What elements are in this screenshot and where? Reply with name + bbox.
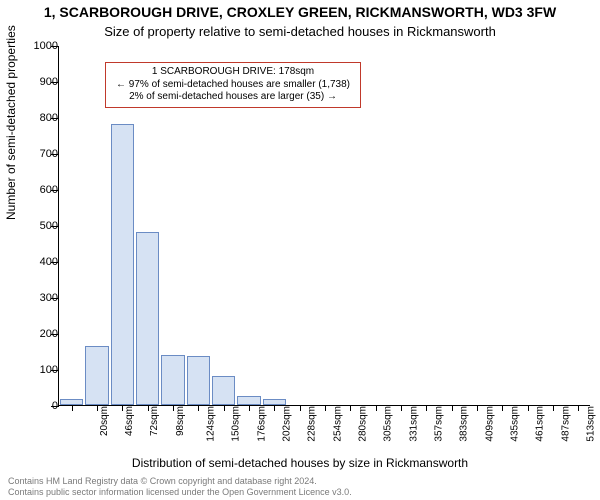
x-tick <box>376 405 377 411</box>
x-tick <box>148 405 149 411</box>
footer-line: Contains HM Land Registry data © Crown c… <box>8 476 352 487</box>
x-tick-label: 383sqm <box>459 406 470 442</box>
footer-attribution: Contains HM Land Registry data © Crown c… <box>8 476 352 498</box>
x-tick-label: 305sqm <box>383 406 394 442</box>
histogram-bar <box>187 356 210 405</box>
histogram-bar <box>111 124 134 405</box>
x-tick-label: 46sqm <box>124 406 135 436</box>
y-tick-label: 300 <box>8 292 58 304</box>
footer-line: Contains public sector information licen… <box>8 487 352 498</box>
y-tick-label: 500 <box>8 220 58 232</box>
x-tick-label: 72sqm <box>149 406 160 436</box>
x-tick-label: 228sqm <box>307 406 318 442</box>
x-tick <box>300 405 301 411</box>
x-tick <box>578 405 579 411</box>
x-tick-label: 176sqm <box>256 406 267 442</box>
x-tick <box>350 405 351 411</box>
x-tick-label: 331sqm <box>408 406 419 442</box>
x-tick <box>198 405 199 411</box>
histogram-bar <box>263 399 286 405</box>
histogram-bar <box>237 396 260 405</box>
x-tick-label: 435sqm <box>510 406 521 442</box>
chart-title-main: 1, SCARBOROUGH DRIVE, CROXLEY GREEN, RIC… <box>0 4 600 20</box>
y-tick-label: 0 <box>8 400 58 412</box>
y-tick-label: 700 <box>8 148 58 160</box>
x-tick <box>249 405 250 411</box>
x-tick-label: 280sqm <box>358 406 369 442</box>
callout-box: 1 SCARBOROUGH DRIVE: 178sqm ← 97% of sem… <box>105 62 361 108</box>
x-axis-label: Distribution of semi-detached houses by … <box>0 456 600 470</box>
x-tick <box>224 405 225 411</box>
x-tick <box>502 405 503 411</box>
x-tick-label: 254sqm <box>332 406 343 442</box>
y-tick-label: 1000 <box>8 40 58 52</box>
callout-line: ← 97% of semi-detached houses are smalle… <box>116 79 350 92</box>
y-tick-label: 200 <box>8 328 58 340</box>
x-tick-label: 461sqm <box>535 406 546 442</box>
y-tick-label: 600 <box>8 184 58 196</box>
x-tick-label: 513sqm <box>586 406 597 442</box>
x-tick <box>274 405 275 411</box>
histogram-bar <box>212 376 235 405</box>
x-tick-label: 20sqm <box>99 406 110 436</box>
histogram-bar <box>161 355 184 405</box>
x-tick <box>528 405 529 411</box>
x-tick-label: 357sqm <box>434 406 445 442</box>
histogram-bar <box>85 346 108 405</box>
x-tick-label: 150sqm <box>231 406 242 442</box>
x-tick <box>477 405 478 411</box>
y-tick-label: 400 <box>8 256 58 268</box>
x-tick <box>122 405 123 411</box>
y-tick-label: 900 <box>8 76 58 88</box>
callout-line: 2% of semi-detached houses are larger (3… <box>116 91 350 104</box>
chart-title-sub: Size of property relative to semi-detach… <box>0 24 600 39</box>
callout-line: 1 SCARBOROUGH DRIVE: 178sqm <box>116 66 350 79</box>
x-tick <box>401 405 402 411</box>
x-tick <box>426 405 427 411</box>
y-tick-label: 100 <box>8 364 58 376</box>
x-tick-label: 202sqm <box>282 406 293 442</box>
histogram-bar <box>60 399 83 405</box>
x-tick <box>325 405 326 411</box>
x-tick <box>97 405 98 411</box>
x-tick-label: 487sqm <box>560 406 571 442</box>
y-tick-label: 800 <box>8 112 58 124</box>
chart-plot-area: 1 SCARBOROUGH DRIVE: 178sqm ← 97% of sem… <box>58 46 590 406</box>
x-tick <box>72 405 73 411</box>
histogram-bar <box>136 232 159 405</box>
x-tick <box>553 405 554 411</box>
x-tick-label: 409sqm <box>484 406 495 442</box>
x-tick-label: 124sqm <box>206 406 217 442</box>
x-tick <box>452 405 453 411</box>
x-tick-label: 98sqm <box>175 406 186 436</box>
x-tick <box>173 405 174 411</box>
